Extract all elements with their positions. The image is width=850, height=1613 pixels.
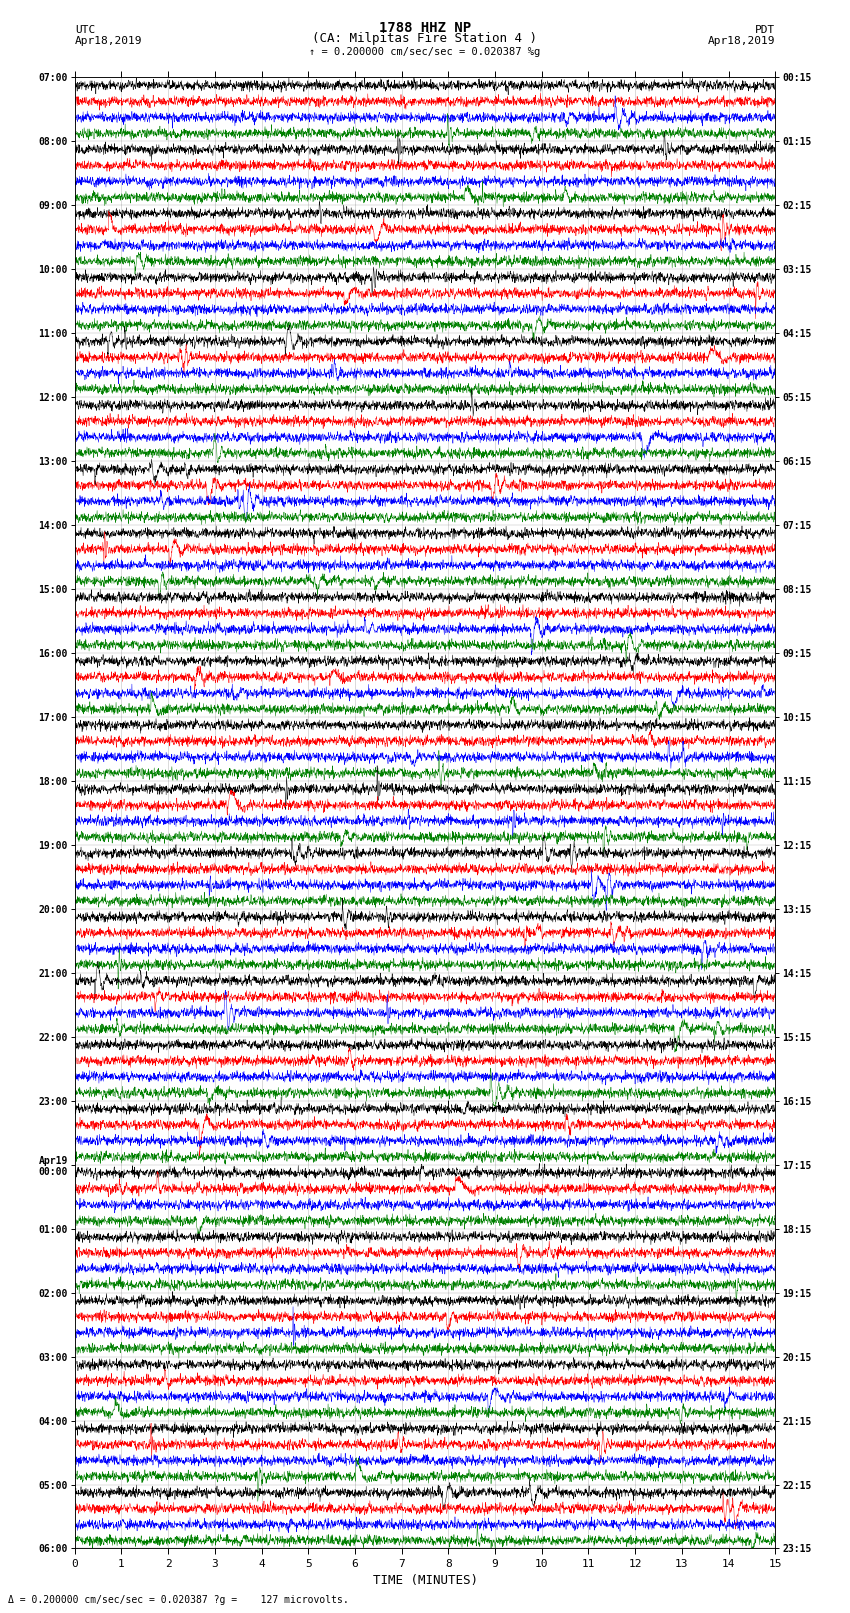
Text: Apr18,2019: Apr18,2019 (75, 35, 142, 45)
Text: (CA: Milpitas Fire Station 4 ): (CA: Milpitas Fire Station 4 ) (313, 32, 537, 45)
Text: 1788 HHZ NP: 1788 HHZ NP (379, 21, 471, 35)
X-axis label: TIME (MINUTES): TIME (MINUTES) (372, 1574, 478, 1587)
Text: ↑ = 0.200000 cm/sec/sec = 0.020387 %g: ↑ = 0.200000 cm/sec/sec = 0.020387 %g (309, 47, 541, 58)
Text: Δ = 0.200000 cm/sec/sec = 0.020387 ?g =    127 microvolts.: Δ = 0.200000 cm/sec/sec = 0.020387 ?g = … (8, 1595, 349, 1605)
Text: UTC: UTC (75, 24, 95, 35)
Text: Apr18,2019: Apr18,2019 (708, 35, 775, 45)
Text: PDT: PDT (755, 24, 775, 35)
